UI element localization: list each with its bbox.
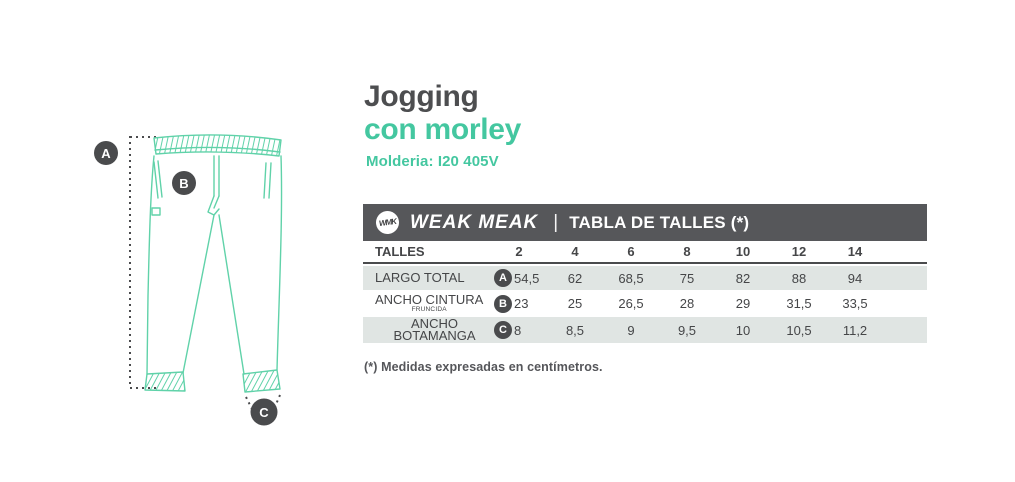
table-row-ancho-cintura: ANCHO CINTURA FRUNCIDA B 23 25 26,5 28 2… xyxy=(363,290,927,317)
size-col-header: 8 xyxy=(659,241,715,264)
title-block: Jogging con morley Molderia: I20 405V xyxy=(364,80,521,170)
page-title: Jogging xyxy=(364,80,479,113)
table-row-largo-total: LARGO TOTAL A 54,5 62 68,5 75 82 88 94 xyxy=(363,264,927,290)
cell-value: 11,2 xyxy=(827,317,883,343)
table-row-ancho-botamanga: ANCHO BOTAMANGA C 8 8,5 9 9,5 10 10,5 11… xyxy=(363,317,927,343)
row-label: LARGO TOTAL xyxy=(375,270,465,285)
brand-logo-icon: WMK xyxy=(374,209,401,236)
cell-value: 10 xyxy=(715,317,771,343)
size-table: TALLES 2 4 6 8 10 12 14 LARGO TOTAL A 5 xyxy=(363,241,927,343)
page-subtitle: con morley xyxy=(364,113,522,146)
brand-name: WEAK MEAK xyxy=(410,211,539,233)
cell-value: 75 xyxy=(659,264,715,290)
marker-a: A xyxy=(94,141,118,165)
row-marker-badge: A xyxy=(494,269,512,287)
jogging-pants-illustration: A B C xyxy=(94,134,283,426)
marker-c-label: C xyxy=(259,405,269,420)
row-sublabel: FRUNCIDA xyxy=(411,306,447,313)
cell-value: 25 xyxy=(567,296,583,311)
cell-value: 9 xyxy=(603,317,659,343)
cell-value: 29 xyxy=(735,296,751,311)
marker-b-label: B xyxy=(179,176,188,191)
table-title: TABLA DE TALLES (*) xyxy=(569,212,750,232)
cell-value: 10,5 xyxy=(771,317,827,343)
cell-value: 9,5 xyxy=(659,317,715,343)
cell-value: 68,5 xyxy=(603,264,659,290)
row-label: ANCHO CINTURA xyxy=(375,292,484,307)
size-col-header: 12 xyxy=(771,241,827,264)
molderia-label: Molderia: I20 405V xyxy=(366,153,499,170)
size-col-header: 4 xyxy=(547,241,603,264)
size-col-header: 6 xyxy=(603,241,659,264)
cell-value: 62 xyxy=(547,264,603,290)
size-col-header: 2 xyxy=(491,241,547,264)
marker-b: B xyxy=(172,171,196,195)
row-marker-badge: B xyxy=(494,294,512,313)
row-label: ANCHO BOTAMANGA xyxy=(393,316,476,343)
size-col-header: 14 xyxy=(827,241,883,264)
pants-outline xyxy=(144,134,283,393)
cell-value: 23 xyxy=(514,296,529,311)
cell-value: 31,5 xyxy=(786,296,812,311)
cell-value: 88 xyxy=(771,264,827,290)
marker-a-label: A xyxy=(101,146,111,161)
row-marker-badge: C xyxy=(494,321,512,339)
cell-value: 28 xyxy=(679,296,695,311)
cell-value: 26,5 xyxy=(618,296,644,311)
size-table-header-row: TALLES 2 4 6 8 10 12 14 xyxy=(363,241,927,264)
table-header-bar: WMK WEAK MEAK | TABLA DE TALLES (*) xyxy=(363,204,927,241)
marker-c: C xyxy=(250,398,278,426)
bar-divider: | xyxy=(553,211,559,233)
cell-value: 82 xyxy=(715,264,771,290)
cell-value: 33,5 xyxy=(842,296,868,311)
cell-value: 94 xyxy=(827,264,883,290)
cell-value: 8,5 xyxy=(547,317,603,343)
size-col-header: 10 xyxy=(715,241,771,264)
talles-header: TALLES xyxy=(363,241,491,264)
units-footnote: (*) Medidas expresadas en centímetros. xyxy=(364,360,603,374)
